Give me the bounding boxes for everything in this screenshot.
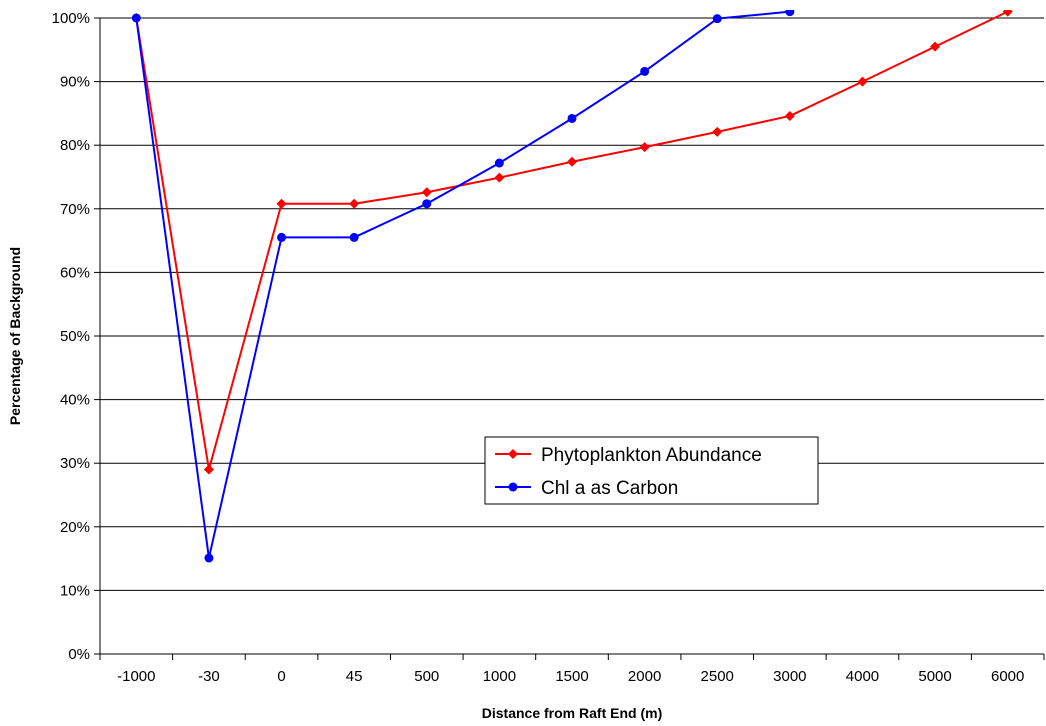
x-tick-label: 3000 <box>773 668 806 685</box>
x-tick-label: 5000 <box>918 668 951 685</box>
x-tick-label: 0 <box>277 668 285 685</box>
y-tick-label: 60% <box>60 264 90 281</box>
data-point <box>277 232 287 242</box>
data-point <box>712 14 722 24</box>
x-axis-ticks: -1000 -30 0 45 500 1000 1500 2000 2500 3000 4000 50… <box>99 654 1045 685</box>
series-line-2 <box>135 10 790 559</box>
series-line-1 <box>135 10 1009 471</box>
y-tick-label: 10% <box>60 582 90 599</box>
x-tick-label: -30 <box>198 668 220 685</box>
data-point <box>131 13 141 23</box>
data-point <box>1002 10 1013 17</box>
legend-marker-chl <box>508 482 518 492</box>
y-tick-label: 100% <box>52 10 90 27</box>
data-point <box>639 142 650 153</box>
data-point <box>640 66 650 76</box>
x-axis-title: Distance from Raft End (m) <box>482 705 662 721</box>
x-tick-label: 1000 <box>483 668 516 685</box>
y-tick-label: 40% <box>60 392 90 409</box>
data-point <box>276 198 287 209</box>
y-axis-title: Percentage of Background <box>7 247 23 425</box>
y-tick-label: 0% <box>68 646 90 663</box>
y-axis-ticks: 0% 10% 20% 30% 40% 50% 60% 70% 80% 90% 100% <box>52 10 100 663</box>
data-point <box>494 172 505 183</box>
y-tick-label: 70% <box>60 201 90 218</box>
data-point <box>421 187 432 198</box>
legend-box <box>484 436 819 505</box>
data-point <box>204 553 214 563</box>
y-tick-label: 90% <box>60 74 90 91</box>
y-tick-label: 20% <box>60 519 90 536</box>
data-point <box>567 156 577 167</box>
x-tick-label: 6000 <box>991 668 1024 685</box>
x-tick-label: 500 <box>414 668 439 685</box>
legend-label-chl: Chl a as Carbon <box>541 478 678 499</box>
data-point <box>712 126 723 137</box>
x-tick-label: 2000 <box>628 668 661 685</box>
data-point <box>785 10 795 17</box>
data-point <box>567 113 577 123</box>
data-point <box>930 41 941 52</box>
data-point <box>349 232 359 242</box>
y-tick-label: 50% <box>60 328 90 345</box>
x-tick-label: 45 <box>346 668 363 685</box>
legend-label-phytoplankton: Phytoplankton Abundance <box>541 445 762 466</box>
data-point <box>203 464 214 475</box>
data-point <box>422 199 432 209</box>
series-group <box>131 10 1013 563</box>
gridlines <box>100 17 1044 591</box>
data-point <box>784 110 795 121</box>
series-2 <box>131 10 795 563</box>
x-tick-label: 2500 <box>701 668 734 685</box>
series-1 <box>131 10 1013 475</box>
data-point <box>494 158 504 168</box>
x-tick-label: 4000 <box>846 668 879 685</box>
legend-marker-phytoplankton <box>508 449 518 459</box>
y-tick-label: 30% <box>60 455 90 472</box>
y-tick-label: 80% <box>60 137 90 154</box>
legend: Phytoplankton Abundance Chl a as Carbon <box>484 436 819 505</box>
x-tick-label: 1500 <box>555 668 588 685</box>
data-point <box>349 198 360 209</box>
x-tick-label: -1000 <box>117 668 155 685</box>
data-point <box>857 76 868 87</box>
